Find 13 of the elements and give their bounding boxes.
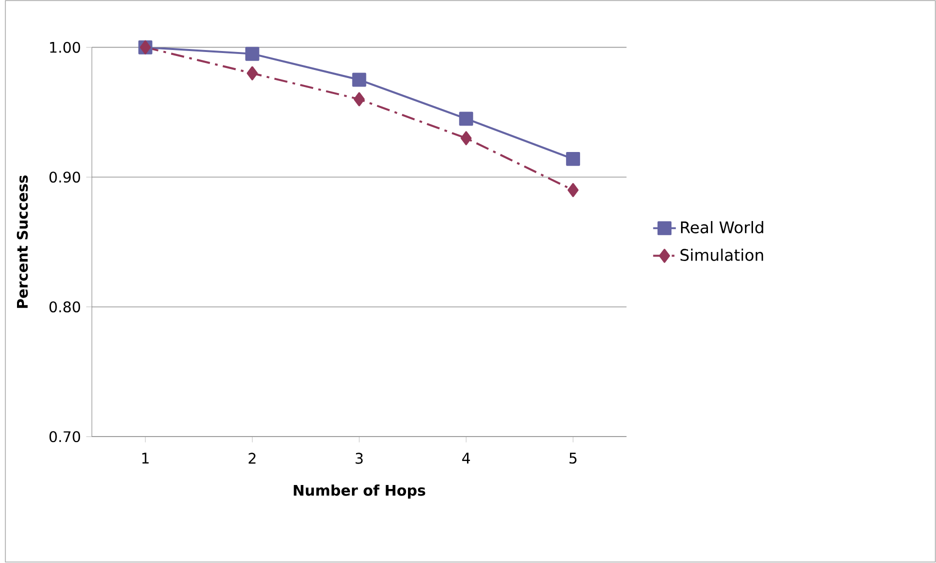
x-tick-label: 5	[570, 452, 576, 464]
x-tick-label: 4	[462, 452, 470, 464]
y-tick-label: 1.00	[50, 42, 80, 54]
y-tick-label: 0.80	[49, 302, 80, 313]
legend-label: Real World	[681, 221, 764, 234]
x-tick-label: 2	[248, 452, 256, 464]
y-tick-label: 0.70	[49, 431, 80, 442]
y-tick-label: 0.90	[49, 172, 80, 183]
y-axis-title: Percent Success	[16, 176, 28, 308]
legend-label: Simulation	[680, 248, 764, 262]
x-tick-label: 3	[356, 452, 363, 464]
x-tick-label: 1	[142, 452, 149, 464]
x-axis-title: Number of Hops	[294, 484, 426, 499]
